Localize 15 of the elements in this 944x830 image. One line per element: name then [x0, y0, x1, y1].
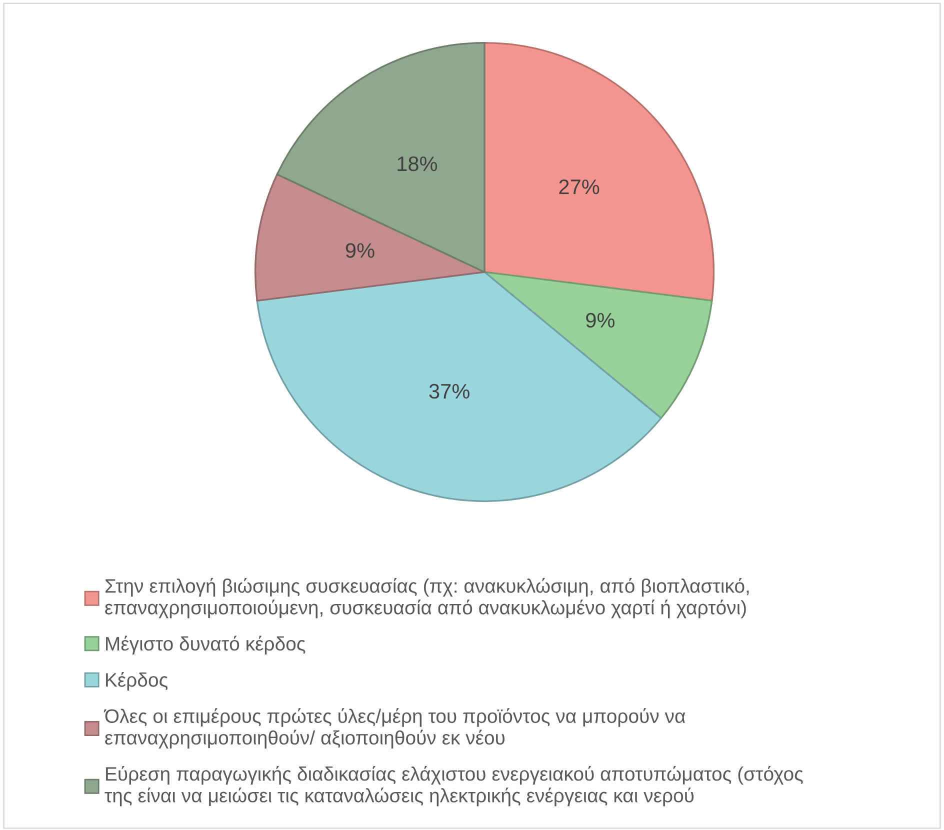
- data-label: 9%: [346, 243, 374, 258]
- data-label: 18%: [398, 156, 438, 172]
- legend-label: Στην επιλογή βιώσιμης συσκευασίας (πχ: ανακυκλώσιμη, από βιοπλαστικό, επαναχρησιμοποιούμενη, συσκευασία από ανακυκλωμένο χαρτί ή χαρτόνι): [105, 578, 749, 618]
- data-label: 9%: [586, 312, 615, 328]
- pie-slice: [254, 174, 486, 302]
- pie-slice: [276, 42, 486, 273]
- legend-label: Μέγιστο δυνατό κέρδος: [106, 636, 306, 654]
- pie-slice: [484, 42, 715, 302]
- legend-label: Όλες οι επιμέρους πρώτες ύλες/μέρη του προϊόντος να μπορούν να επαναχρησιμοποιηθούν/ αξιοποιηθούν εκ νέου: [104, 708, 686, 748]
- legend-label: Κέρδος: [106, 672, 168, 691]
- pie-slice: [256, 271, 662, 502]
- pie-slice: [484, 271, 713, 419]
- data-label: 27%: [559, 179, 600, 194]
- data-label: 37%: [429, 384, 470, 399]
- legend-label: Εύρεση παραγωγικής διαδικασίας ελάχιστου ενεργειακού αποτυπώματος (στόχος της είναι να μειώσει τις καταναλώσεις ηλεκτρικής ενέργειας και νερού: [104, 766, 803, 806]
